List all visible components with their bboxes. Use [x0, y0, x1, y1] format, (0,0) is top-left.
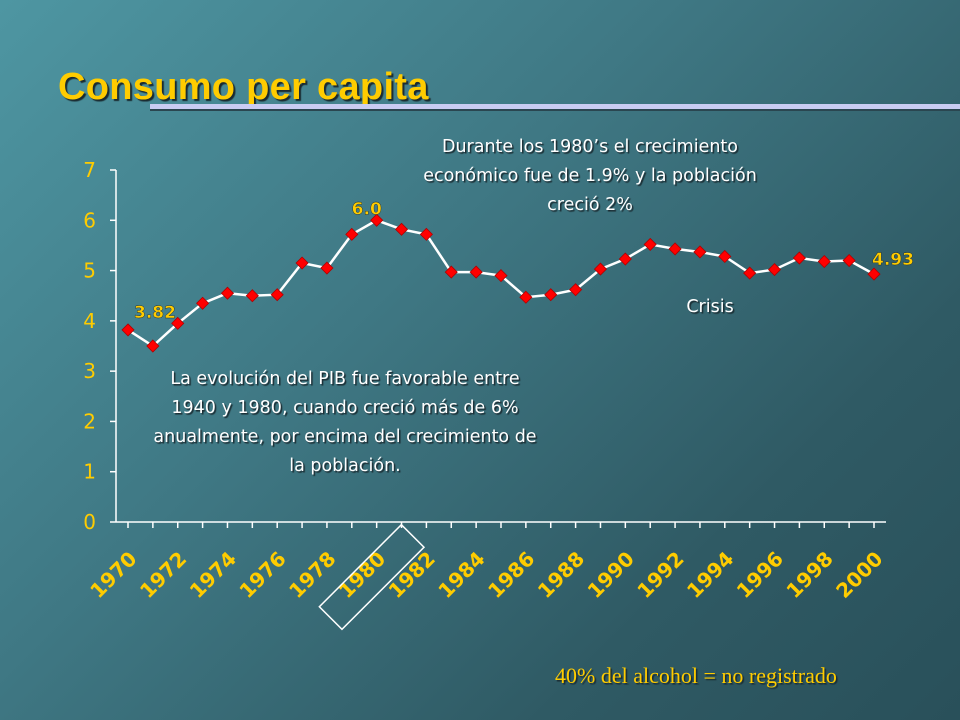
x-tick-label: 1982	[384, 547, 440, 603]
x-tick-label: 1974	[185, 547, 241, 603]
data-label: 4.93	[872, 250, 914, 270]
y-tick-label: 0	[83, 510, 96, 534]
data-point-marker	[718, 249, 732, 264]
footnote: 40% del alcohol = no registrado	[555, 663, 837, 688]
y-tick-label: 1	[83, 460, 96, 484]
x-tick-label: 1976	[234, 547, 290, 603]
x-tick-label: 1998	[781, 547, 837, 603]
slide-title: Consumo per capita	[58, 66, 429, 108]
x-tick-label: 1990	[583, 547, 639, 603]
data-point-marker	[842, 253, 856, 268]
annotation-pib-evolution: La evolución del PIB fue favorable entre…	[153, 369, 537, 476]
series-line	[127, 218, 875, 348]
x-tick-label: 1980	[334, 547, 390, 603]
data-point-marker	[693, 245, 707, 259]
annotation-crisis: Crisis	[686, 297, 734, 317]
data-point-marker	[245, 289, 259, 303]
data-point-marker	[494, 269, 508, 283]
data-point-marker	[569, 283, 583, 297]
data-point-marker	[743, 266, 757, 280]
y-tick-label: 6	[83, 208, 96, 232]
annotation-1980s-growth: Durante los 1980’s el crecimiento económ…	[423, 137, 757, 215]
data-point-marker	[792, 251, 806, 265]
data-point-marker	[370, 213, 384, 227]
data-point-marker	[618, 252, 632, 266]
x-tick-label: 1994	[682, 547, 738, 603]
data-point-marker	[544, 288, 558, 302]
data-point-marker	[867, 267, 881, 281]
highlight-box-rect	[318, 523, 426, 631]
title-underline	[150, 104, 960, 109]
data-point-marker	[593, 262, 608, 276]
data-labels-group: 3.82 6.0 4.93	[134, 199, 914, 323]
data-point-marker	[519, 290, 533, 304]
data-point-marker	[295, 256, 309, 270]
y-tick-label: 7	[83, 158, 96, 182]
data-point-marker	[345, 227, 359, 241]
y-axis-ticks: 0 1 2 3 4 5 6 7	[83, 158, 116, 534]
y-tick-label: 2	[83, 409, 96, 433]
data-point-marker	[817, 254, 831, 269]
data-label: 3.82	[134, 303, 176, 323]
series-group	[121, 213, 881, 353]
x-axis-ticks: 1970197219741976197819801982198419861988…	[85, 522, 888, 631]
data-point-marker	[394, 222, 409, 236]
data-point-marker	[767, 263, 782, 277]
data-point-marker	[444, 265, 458, 279]
data-point-marker	[270, 288, 284, 302]
data-point-marker	[196, 296, 210, 310]
x-tick-label: 1992	[632, 547, 688, 603]
data-point-marker	[220, 286, 235, 300]
x-tick-label: 1996	[732, 547, 788, 603]
data-point-marker	[171, 316, 185, 330]
data-point-marker	[121, 323, 135, 337]
data-point-marker	[320, 261, 334, 275]
x-tick-label: 1984	[433, 547, 489, 603]
data-point-marker	[146, 339, 160, 353]
x-tick-label: 1986	[483, 547, 539, 603]
x-tick-label: 1988	[533, 547, 589, 603]
data-point-marker	[643, 237, 657, 251]
title-underline-shadow	[150, 109, 960, 111]
y-tick-label: 5	[83, 259, 96, 283]
y-tick-label: 3	[83, 359, 96, 383]
highlight-box-1980	[318, 523, 426, 631]
data-point-marker	[469, 265, 483, 279]
x-tick-label: 1972	[135, 547, 191, 603]
y-tick-label: 4	[83, 309, 96, 333]
x-tick-label: 1970	[85, 547, 141, 603]
data-point-marker	[668, 242, 682, 256]
data-label: 6.0	[352, 199, 382, 219]
data-point-marker	[419, 227, 433, 241]
x-tick-label: 2000	[831, 547, 887, 603]
